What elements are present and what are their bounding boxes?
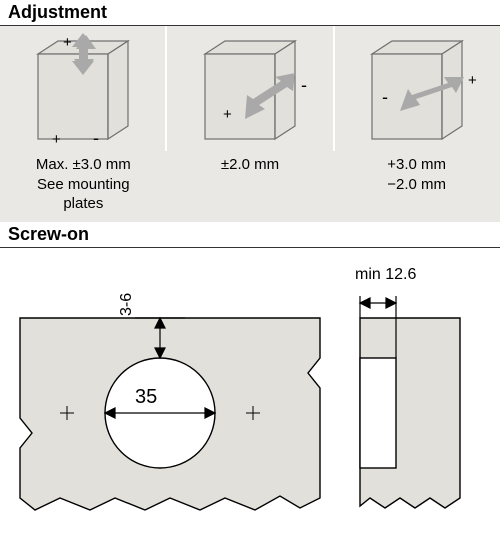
adjustment-diagrams-row: + + - + - (0, 26, 500, 151)
svg-text:+: + (468, 72, 477, 89)
caption-line: ±2.0 mm (167, 155, 334, 175)
caption-depth: ±2.0 mm (167, 155, 334, 214)
svg-text:+: + (52, 131, 61, 148)
adjustment-header: Adjustment (0, 0, 500, 26)
caption-vertical: Max. ±3.0 mm See mounting plates (0, 155, 167, 214)
side-min-label: min 12.6 (355, 266, 416, 284)
caption-line: plates (0, 194, 167, 214)
caption-line: See mounting (0, 175, 167, 195)
hole-diameter-label: 35 (135, 386, 157, 409)
svg-text:-: - (382, 87, 388, 107)
caption-lateral: +3.0 mm −2.0 mm (333, 155, 500, 214)
svg-text:+: + (63, 34, 72, 51)
caption-line: −2.0 mm (333, 175, 500, 195)
adjustment-captions-row: Max. ±3.0 mm See mounting plates ±2.0 mm… (0, 151, 500, 222)
side-plate-inset (360, 358, 396, 468)
caption-line: Max. ±3.0 mm (0, 155, 167, 175)
svg-text:-: - (93, 128, 99, 148)
screw-on-svg (0, 248, 500, 538)
svg-text:-: - (301, 75, 307, 95)
cabinet-vertical-svg: + + - (8, 29, 158, 149)
edge-offset-label: 3-6 (118, 292, 136, 315)
cabinet-depth-svg: + - (175, 29, 325, 149)
adjustment-cell-vertical: + + - (0, 26, 165, 151)
adjustment-cell-depth: + - (165, 26, 332, 151)
cabinet-lateral-svg: - + (342, 29, 492, 149)
caption-line: +3.0 mm (333, 155, 500, 175)
adjustment-cell-lateral: - + (333, 26, 500, 151)
screw-on-header: Screw-on (0, 222, 500, 248)
screw-on-diagram: 35 3-6 min 12.6 (0, 248, 500, 538)
svg-text:+: + (223, 106, 232, 123)
